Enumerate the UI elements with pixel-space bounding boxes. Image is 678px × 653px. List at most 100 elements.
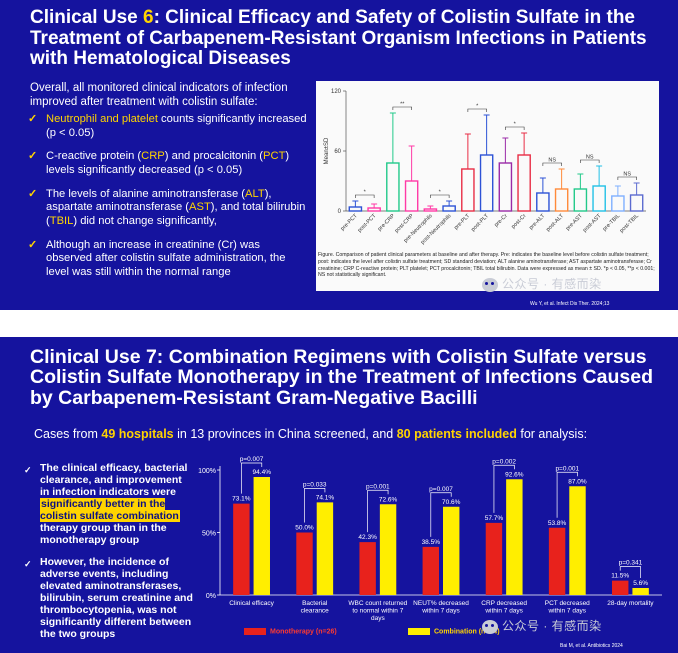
slide1-title: Clinical Use 6: Clinical Efficacy and Sa… [30, 7, 647, 70]
bar-monotherapy [548, 527, 566, 595]
category-label: days [371, 615, 385, 622]
x-tick-label: pre-ALT [528, 213, 546, 231]
significance-label: ** [400, 102, 405, 108]
bar-monotherapy [612, 580, 629, 595]
significance-bracket [505, 126, 525, 130]
data-label: 11.5% [611, 573, 629, 580]
category-label: NEUT% decreased [413, 600, 469, 607]
pvalue-bracket [304, 488, 326, 523]
x-tick-label: post-PCT [357, 213, 378, 234]
data-label: 74.1% [316, 494, 335, 501]
data-label: 94.4% [253, 469, 272, 476]
bar-combination [569, 486, 586, 595]
significance-bracket [617, 176, 637, 180]
chart2-svg: 0% 50% 100% 73.1% 94.4% p=0.007 Clinical effic… [198, 456, 662, 622]
check-icon: ✓ [28, 113, 38, 125]
pvalue-label: p=0.002 [492, 458, 516, 465]
y-axis-label: Mean±SD [324, 137, 330, 164]
check-icon: ✓ [28, 238, 38, 251]
significance-bracket [542, 162, 562, 166]
significance-bracket [392, 106, 412, 110]
watermark: 公众号 · 有感而染 [482, 275, 602, 292]
wechat-icon [482, 619, 498, 634]
slide-clinical-use-7: Clinical Use 7: Combination Regimens wit… [0, 337, 678, 653]
x-tick-label: post-ALT [545, 213, 565, 233]
bar-monotherapy [233, 503, 250, 595]
slide1-bullet-list: ✓ Neutrophil and platelet counts signific… [28, 113, 308, 290]
bar-monotherapy [359, 542, 376, 595]
category-label: within 7 days [484, 608, 523, 615]
bullet-item: ✓ Neutrophil and platelet counts signific… [28, 113, 307, 139]
pvalue-label: p=0.033 [303, 481, 327, 488]
bar-combination [379, 504, 397, 595]
pvalue-label: p=0.001 [555, 465, 579, 472]
bar [554, 188, 569, 212]
data-label: 72.6% [379, 496, 398, 503]
bar-combination [316, 502, 334, 595]
bar [423, 208, 438, 212]
data-label: 50.0% [295, 525, 314, 532]
chart1-panel: 0 60 120 Mean±SD pre-PCT post-PCT pre-CRP post-… [316, 81, 659, 291]
category-label: 28-day mortality [607, 600, 654, 607]
bar [629, 194, 644, 212]
data-label: 87.0% [568, 478, 587, 485]
bar-combination [443, 506, 460, 595]
category-label: to normal within 7 [352, 608, 403, 615]
category-label: PCT decreased [545, 600, 590, 607]
pvalue-bracket [619, 566, 641, 578]
significance-label: * [514, 122, 517, 128]
bar [461, 168, 475, 212]
data-label: 42.3% [358, 534, 377, 541]
bullet-item: ✓ However, the incidence of adverse event… [24, 555, 193, 640]
x-tick-label: pre-PLT [453, 213, 471, 231]
category-label: clearance [301, 608, 330, 615]
data-label: 57.7% [485, 515, 504, 522]
bar-monotherapy [422, 546, 439, 595]
bar [348, 206, 363, 212]
data-label: 5.6% [633, 580, 648, 587]
significance-bracket [355, 194, 375, 198]
significance-label: NS [548, 158, 556, 164]
bar [442, 205, 456, 212]
bar [386, 162, 400, 212]
x-tick-label: post-PLT [470, 213, 490, 233]
bar [592, 185, 606, 212]
bar [498, 162, 513, 212]
significance-label: * [364, 190, 367, 196]
legend-monotherapy: Monotherapy (n=26) [244, 628, 337, 635]
significance-label: * [439, 190, 442, 196]
bullet-item: ✓ The levels of alanine aminotransferase … [28, 187, 306, 227]
y-tick-label: 50% [202, 531, 216, 538]
y-tick-label: 60 [334, 149, 341, 155]
x-tick-label: post-TBIL [619, 213, 640, 234]
legend-swatch [408, 628, 430, 635]
pvalue-label: p=0.341 [619, 560, 643, 567]
data-label: 92.6% [505, 471, 524, 478]
bar-combination [506, 479, 523, 595]
slide2-intro: Cases from 49 hospitals in 13 provinces … [34, 427, 588, 441]
check-icon: ✓ [28, 187, 38, 200]
significance-label: NS [623, 172, 631, 178]
bar [536, 192, 550, 212]
category-label: CRP decreased [481, 600, 527, 607]
significance-bracket [430, 194, 450, 198]
bar [367, 207, 381, 212]
category-label: WBC count returned [348, 600, 407, 607]
bar [517, 154, 531, 212]
pvalue-bracket [430, 492, 452, 537]
bar-monotherapy [485, 522, 503, 595]
y-tick-label: 120 [331, 89, 342, 95]
category-label: Clinical efficacy [229, 600, 274, 607]
slide-clinical-use-6: Clinical Use 6: Clinical Efficacy and Sa… [0, 0, 678, 310]
data-label: 73.1% [232, 496, 251, 503]
pvalue-label: p=0.007 [240, 456, 264, 463]
bar-monotherapy [296, 532, 313, 595]
significance-bracket [580, 159, 600, 163]
y-tick-label: 0% [206, 593, 216, 600]
check-icon: ✓ [24, 465, 32, 475]
watermark: 公众号 · 有感而染 [482, 617, 602, 634]
pvalue-bracket [241, 462, 263, 494]
x-tick-label: post-AST [582, 213, 603, 234]
legend-combination: Combination (n=54) [408, 628, 500, 635]
